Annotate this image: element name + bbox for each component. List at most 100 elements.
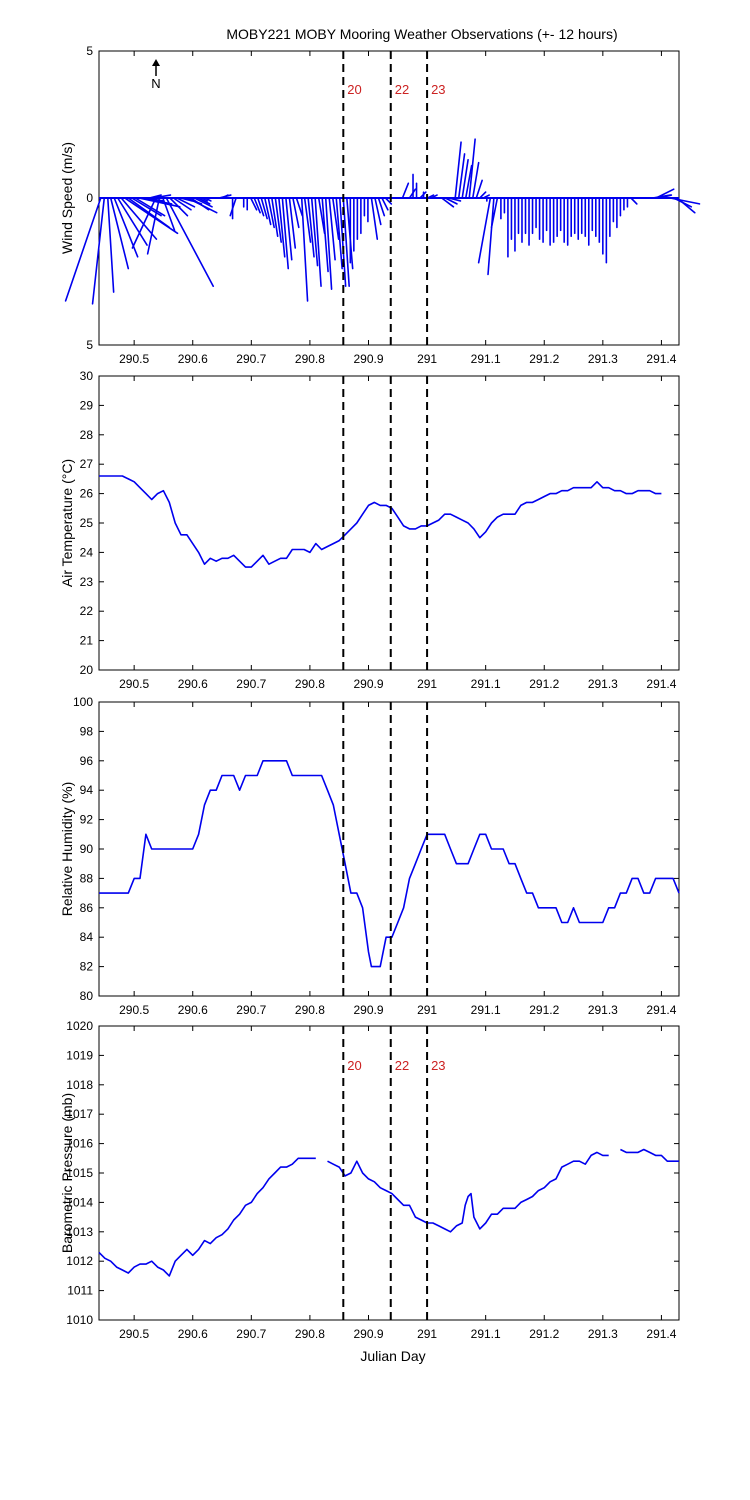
x-tick-label: 291.4 xyxy=(646,352,676,366)
x-tick-label: 290.7 xyxy=(236,1003,266,1017)
wind-vector xyxy=(331,197,340,240)
y-tick-label: 94 xyxy=(80,783,94,797)
y-axis-label: Wind Speed (m/s) xyxy=(59,142,75,254)
x-tick-label: 291 xyxy=(417,1003,437,1017)
wind-vector xyxy=(426,194,435,199)
x-tick-label: 290.9 xyxy=(353,677,383,691)
x-tick-label: 291.3 xyxy=(588,677,618,691)
x-tick-label: 290.8 xyxy=(295,1003,325,1017)
wind-vector xyxy=(146,197,161,255)
wind-vector xyxy=(165,197,215,288)
wind-vector xyxy=(91,197,106,305)
x-tick-label: 290.9 xyxy=(353,1327,383,1341)
wind-vector xyxy=(490,197,499,229)
x-tick-label: 291.4 xyxy=(646,677,676,691)
data-line xyxy=(99,475,662,568)
x-tick-label: 291.2 xyxy=(529,677,559,691)
data-line xyxy=(620,1148,679,1162)
panel-air-temperature: 290.5 290.6 290.7 290.8 290.9 291 291.1 291.2 29… xyxy=(59,369,680,691)
y-tick-label: 96 xyxy=(80,754,94,768)
wind-vector xyxy=(658,194,673,199)
y-tick-label: 1012 xyxy=(66,1254,93,1268)
y-tick-label: 29 xyxy=(80,398,94,412)
wind-vector xyxy=(370,197,379,240)
x-tick-label: 291 xyxy=(417,352,437,366)
y-tick-label: 1015 xyxy=(66,1166,93,1180)
wind-vector xyxy=(274,197,283,243)
x-tick-label: 290.8 xyxy=(295,352,325,366)
wind-vector xyxy=(278,197,286,258)
plot-frame xyxy=(98,1025,680,1321)
panel-barometric-pressure: 290.5 290.6 290.7 290.8 290.9 291 291.1 291.2 29… xyxy=(59,1019,680,1341)
wind-vector xyxy=(200,197,209,202)
wind-vector xyxy=(479,191,487,199)
wind-vector xyxy=(281,197,290,270)
x-tick-label: 290.5 xyxy=(119,1327,149,1341)
y-axis-label: Barometric Pressure (mb) xyxy=(59,1093,75,1253)
y-tick-label: 23 xyxy=(80,575,94,589)
y-axis-label: Relative Humidity (%) xyxy=(59,782,75,917)
y-tick-label: 24 xyxy=(80,545,94,559)
x-tick-label: 290.9 xyxy=(353,1003,383,1017)
y-tick-label: 20 xyxy=(80,663,94,677)
x-tick-label: 290.8 xyxy=(295,677,325,691)
wind-vector xyxy=(109,197,130,270)
x-tick-label: 291.4 xyxy=(646,1003,676,1017)
y-tick-label: 1020 xyxy=(66,1019,93,1033)
wind-vector xyxy=(197,197,211,205)
wind-vector xyxy=(300,197,309,302)
wind-vector xyxy=(310,197,319,267)
y-tick-label: 1018 xyxy=(66,1078,93,1092)
wind-vector xyxy=(430,194,438,199)
x-tick-label: 290.5 xyxy=(119,1003,149,1017)
x-tick-label: 291.1 xyxy=(471,677,501,691)
panel-wind: 290.5 290.6 290.7 290.8 290.9 291 291.1 291.2 29… xyxy=(59,44,701,366)
y-tick-label: 1013 xyxy=(66,1225,93,1239)
x-axis-label: Julian Day xyxy=(360,1348,425,1364)
x-tick-label: 290.8 xyxy=(295,1327,325,1341)
x-tick-label: 291.1 xyxy=(471,1003,501,1017)
wind-vector xyxy=(381,197,389,211)
y-tick-label: 0 xyxy=(86,191,93,205)
wind-vector xyxy=(314,197,322,288)
y-tick-label: 1016 xyxy=(66,1137,93,1151)
wind-vector xyxy=(285,197,293,261)
x-tick-label: 291.1 xyxy=(471,1327,501,1341)
wind-vector xyxy=(172,197,192,211)
y-tick-label: 1017 xyxy=(66,1107,93,1121)
wind-vector xyxy=(64,197,102,302)
wind-vector xyxy=(487,197,495,276)
wind-vector xyxy=(317,197,326,235)
wind-vector xyxy=(447,197,462,202)
y-tick-label: 1011 xyxy=(67,1284,93,1298)
y-axis-label: Air Temperature (°C) xyxy=(59,459,75,587)
x-tick-label: 290.7 xyxy=(236,1327,266,1341)
x-tick-label: 291.2 xyxy=(529,1327,559,1341)
x-tick-label: 290.6 xyxy=(178,677,208,691)
y-tick-label: 21 xyxy=(80,634,94,648)
y-tick-label: 22 xyxy=(80,604,94,618)
north-label: N xyxy=(151,76,160,91)
y-tick-label: 90 xyxy=(80,842,94,856)
wind-vector xyxy=(468,138,476,199)
wind-vector xyxy=(292,197,300,229)
x-tick-label: 290.6 xyxy=(178,1003,208,1017)
y-tick-label: 1014 xyxy=(66,1195,93,1209)
data-line xyxy=(98,1157,316,1277)
wind-vector xyxy=(190,197,210,211)
x-tick-label: 290.9 xyxy=(353,352,383,366)
wind-vector xyxy=(303,197,312,243)
wind-vector xyxy=(630,197,638,205)
x-tick-label: 290.6 xyxy=(178,1327,208,1341)
wind-vector xyxy=(263,197,272,226)
plot-frame xyxy=(98,375,680,671)
wind-vector xyxy=(249,197,258,211)
y-tick-label: 28 xyxy=(80,428,94,442)
wind-vector xyxy=(475,179,483,199)
event-label: 23 xyxy=(431,82,445,97)
wind-vector xyxy=(321,197,329,273)
wind-vector xyxy=(444,197,458,205)
y-tick-label: 30 xyxy=(80,369,94,383)
wind-vector xyxy=(253,197,261,214)
wind-vector xyxy=(464,164,473,199)
